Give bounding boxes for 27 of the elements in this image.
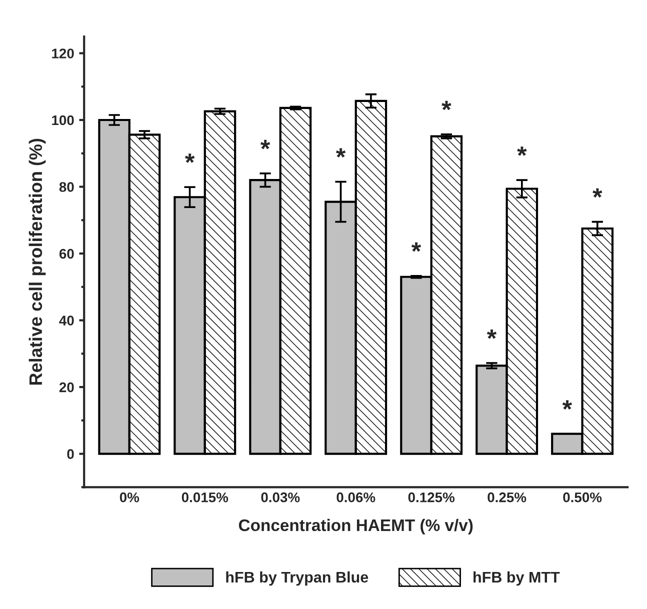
annotation: * [184,154,195,163]
annotation: * [592,188,602,198]
y-axis-title: Relative cell proliferation (%) [28,138,46,385]
y-tick-label: 120 [52,48,74,58]
legend-label: hFB by Trypan Blue [226,571,368,586]
x-tick-label: 0.06% [336,492,376,502]
annotation: * [442,100,452,110]
legend-label: hFB by MTT [474,571,560,586]
x-tick-label: 0.125% [408,492,455,502]
x-tick-label: 0% [120,492,140,502]
annotation: * [562,400,572,410]
x-axis-title: Concentration HAEMT (% v/v) [238,518,473,534]
y-tick-label: 0 [67,449,74,459]
y-tick-label: 100 [52,115,74,126]
annotation: * [411,242,422,252]
annotation: * [486,330,497,339]
y-tick-label: 60 [59,248,74,259]
annotation: * [517,146,527,156]
y-tick-label: 40 [59,316,74,326]
x-tick-label: 0.25% [488,492,526,502]
annotation: * [336,148,346,158]
annotation: * [260,140,270,150]
x-tick-label: 0.015% [182,492,228,502]
x-tick-label: 0.50% [563,492,602,502]
y-tick-label: 80 [59,182,74,192]
x-tick-label: 0.03% [261,492,300,502]
y-tick-label: 20 [59,382,74,392]
